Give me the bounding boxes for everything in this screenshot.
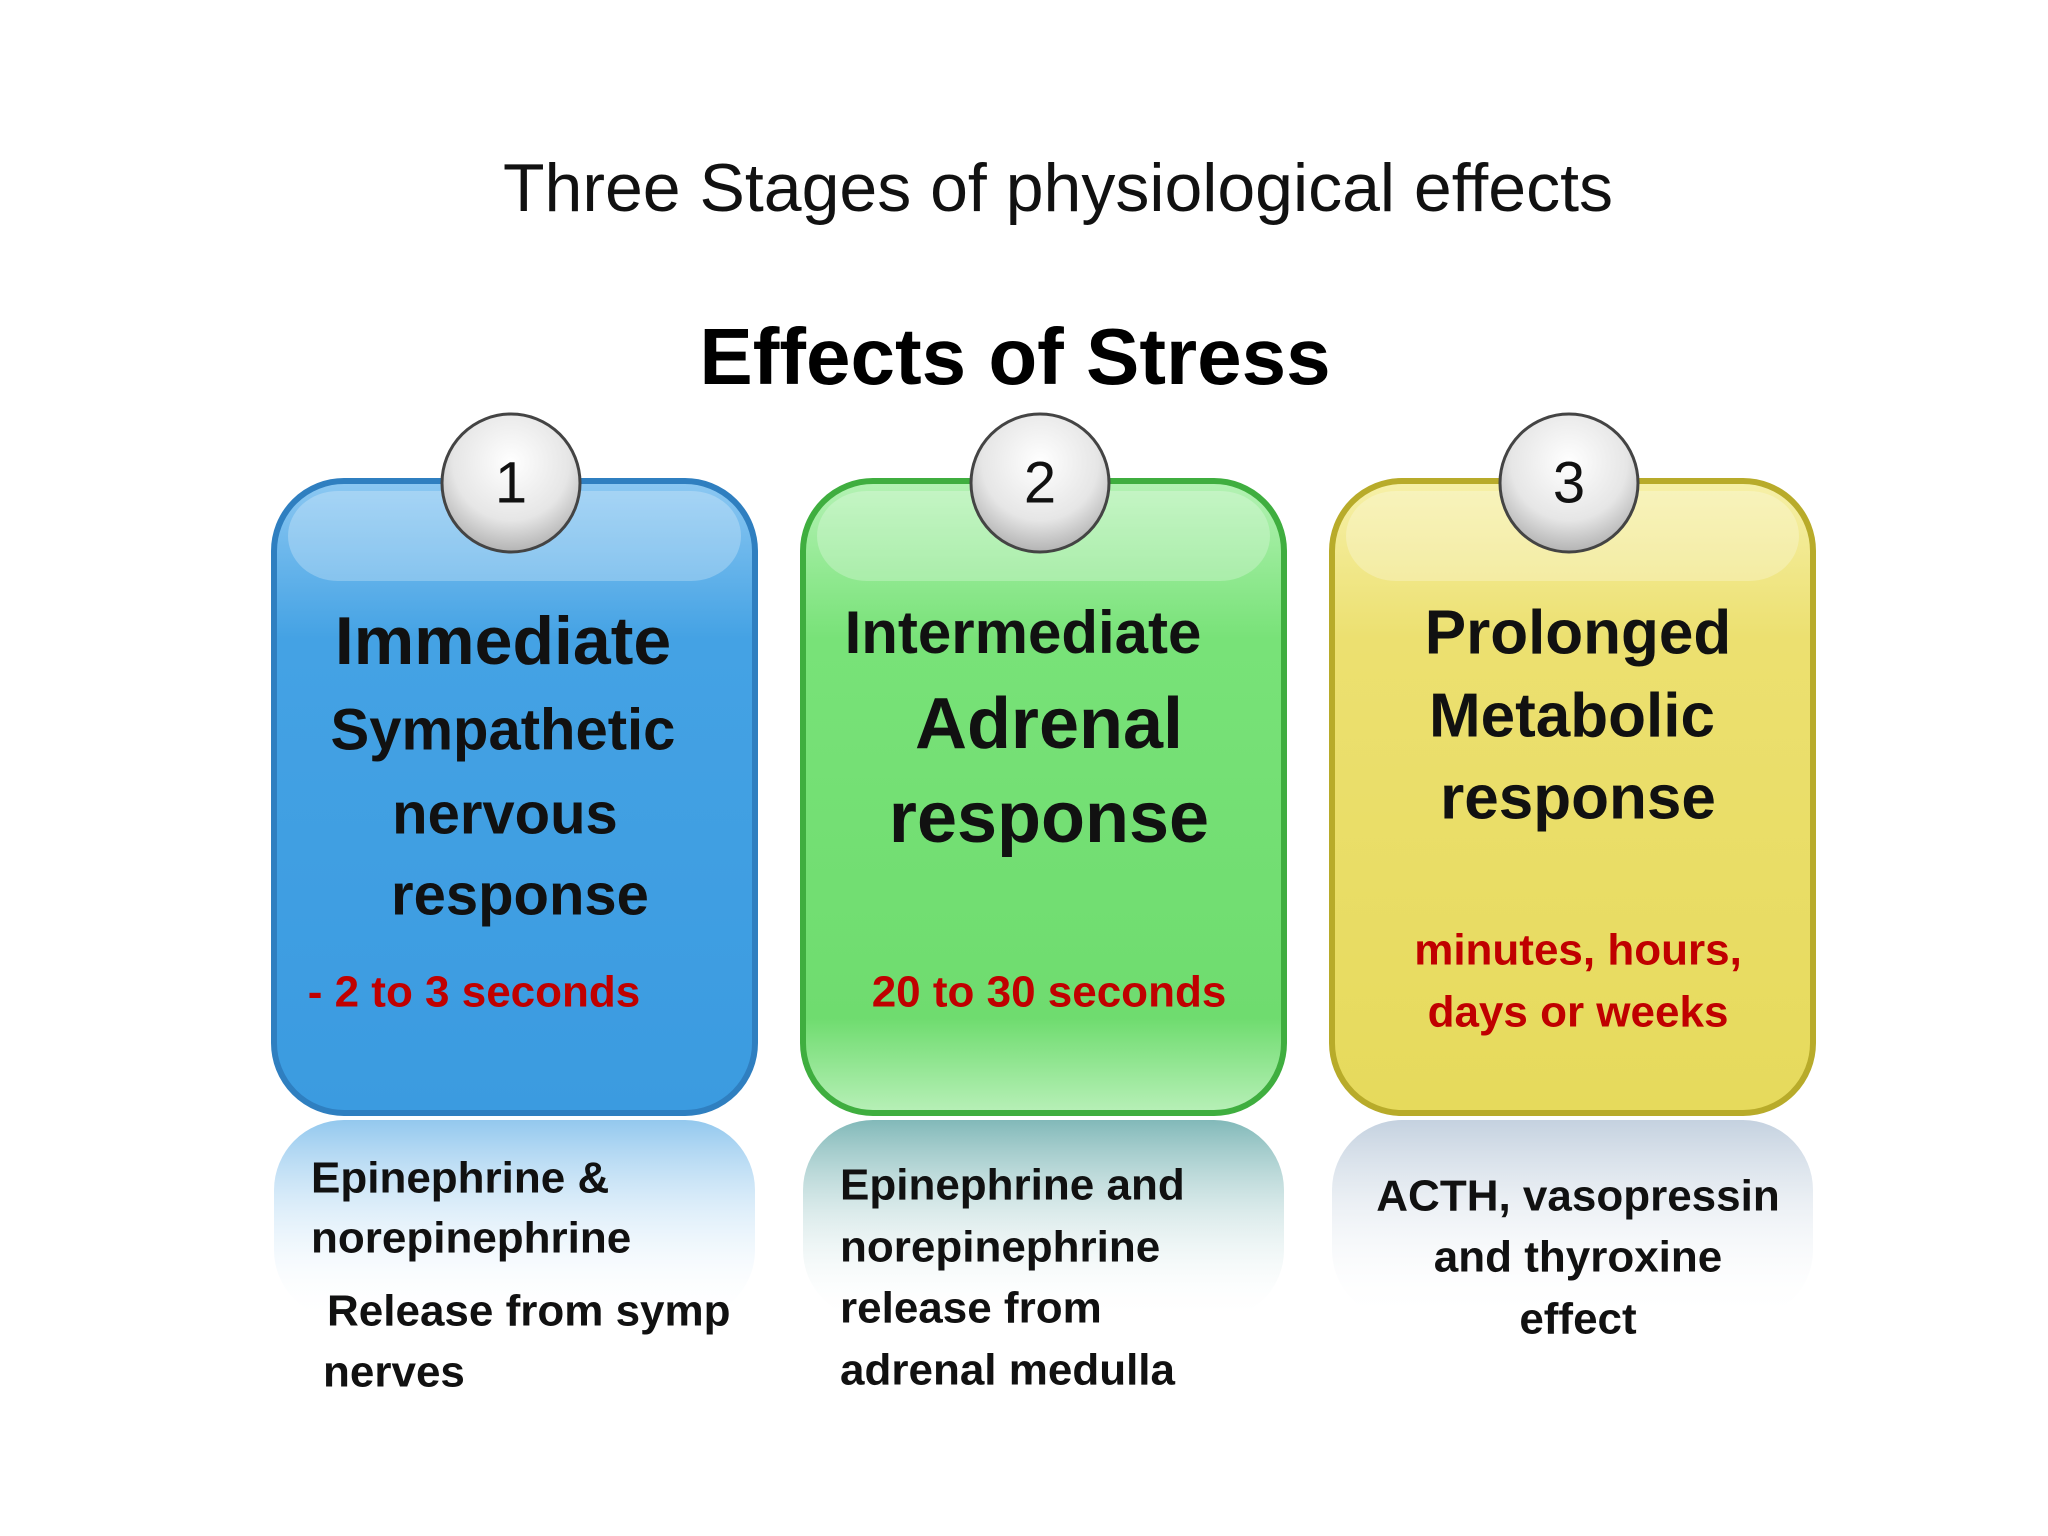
stage-effect: norepinephrine	[840, 1223, 1160, 1272]
stage-time: days or weeks	[1428, 988, 1729, 1037]
slide-subtitle: Effects of Stress	[699, 312, 1330, 401]
card-reflection	[803, 1120, 1284, 1320]
stage-effect: effect	[1519, 1295, 1637, 1344]
stage-title: response	[1440, 763, 1716, 832]
number-badge	[1498, 412, 1640, 554]
stage-title: Immediate	[335, 603, 671, 679]
stage-number: 2	[1024, 450, 1056, 515]
stage-title: Sympathetic	[331, 697, 676, 762]
number-badge	[440, 412, 582, 554]
number-badge	[969, 412, 1111, 554]
stage-effect: nerves	[323, 1348, 465, 1397]
stage-title: response	[889, 778, 1209, 858]
stage-time: - 2 to 3 seconds	[308, 968, 641, 1017]
stage-time: 20 to 30 seconds	[872, 968, 1227, 1017]
stage-effect: Release from symp	[327, 1287, 731, 1336]
stage-effect: release from	[840, 1284, 1102, 1333]
stage-number: 1	[495, 450, 527, 515]
stage-effect: norepinephrine	[311, 1214, 631, 1263]
stage-title: response	[391, 862, 649, 927]
stage-title: Prolonged	[1425, 598, 1732, 667]
stage-number: 3	[1553, 450, 1585, 515]
card-reflection	[1332, 1120, 1813, 1320]
stage-effect: Epinephrine &	[311, 1154, 609, 1203]
slide-title: Three Stages of physiological effects	[503, 150, 1613, 226]
stage-title: Metabolic	[1429, 681, 1715, 750]
stage-effect: and thyroxine	[1434, 1233, 1723, 1282]
stage-effect: adrenal medulla	[840, 1346, 1176, 1395]
stage-title: nervous	[392, 781, 618, 846]
stage-title: Adrenal	[915, 684, 1183, 764]
stage-effect: Epinephrine and	[840, 1161, 1185, 1210]
stage-effect: ACTH, vasopressin	[1376, 1172, 1779, 1221]
stage-title: Intermediate	[845, 599, 1202, 666]
stage-time: minutes, hours,	[1414, 926, 1742, 975]
card-reflection	[274, 1120, 755, 1320]
